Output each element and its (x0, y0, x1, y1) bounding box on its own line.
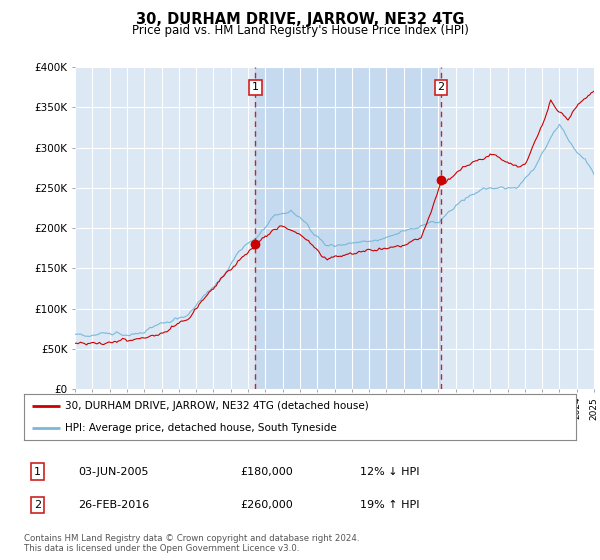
Text: 30, DURHAM DRIVE, JARROW, NE32 4TG: 30, DURHAM DRIVE, JARROW, NE32 4TG (136, 12, 464, 27)
Text: 1: 1 (34, 466, 41, 477)
Text: HPI: Average price, detached house, South Tyneside: HPI: Average price, detached house, Sout… (65, 423, 337, 433)
Bar (255, 67, 441, 389)
Text: 1: 1 (252, 82, 259, 92)
Text: 2: 2 (34, 500, 41, 510)
Text: £180,000: £180,000 (240, 466, 293, 477)
Text: 12% ↓ HPI: 12% ↓ HPI (360, 466, 419, 477)
Text: 03-JUN-2005: 03-JUN-2005 (78, 466, 149, 477)
Text: 26-FEB-2016: 26-FEB-2016 (78, 500, 149, 510)
Text: Contains HM Land Registry data © Crown copyright and database right 2024.
This d: Contains HM Land Registry data © Crown c… (24, 534, 359, 553)
Text: 2: 2 (437, 82, 445, 92)
Text: 30, DURHAM DRIVE, JARROW, NE32 4TG (detached house): 30, DURHAM DRIVE, JARROW, NE32 4TG (deta… (65, 401, 369, 411)
Text: 19% ↑ HPI: 19% ↑ HPI (360, 500, 419, 510)
Text: £260,000: £260,000 (240, 500, 293, 510)
Text: Price paid vs. HM Land Registry's House Price Index (HPI): Price paid vs. HM Land Registry's House … (131, 24, 469, 36)
